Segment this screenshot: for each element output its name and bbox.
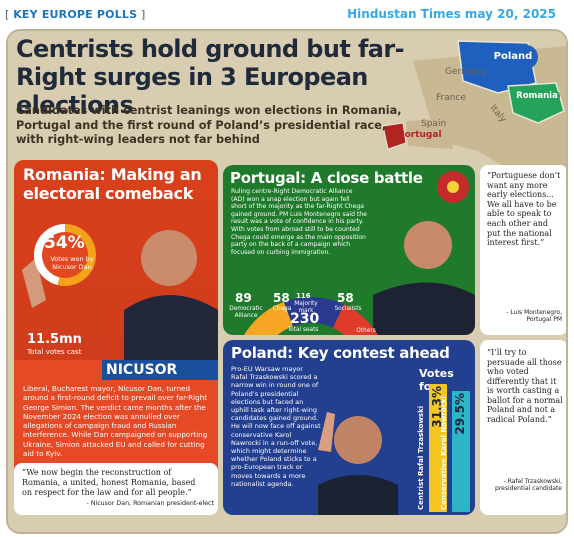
seat-arc-chart <box>244 297 378 335</box>
romania-body: Liberal, Bucharest mayor, Nicusor Dan, t… <box>23 384 208 459</box>
poland-quote: “I’ll try to persuade all those who vote… <box>487 348 563 424</box>
seat-label-socialists: Socialists <box>334 306 362 312</box>
poland-card: Poland: Key contest ahead Pro-EU Warsaw … <box>223 340 475 515</box>
romania-quote-attribution: - Nicusor Dan, Romanian president-elect <box>86 500 214 507</box>
vote-share-value: 54% <box>44 233 85 253</box>
total-seats-label: Total seats <box>287 327 319 333</box>
seat-label-ad: Democratic Alliance <box>229 306 263 319</box>
romania-card: Romania: Making an electoral comeback 54… <box>14 160 218 513</box>
vote-share-donut <box>34 224 96 286</box>
seat-label-others: Others <box>356 328 376 334</box>
seat-arc-socialists <box>333 304 378 335</box>
portugal-card: Portugal: A close battle Ruling centre-R… <box>223 165 475 335</box>
trzaskowski-photo <box>318 412 398 515</box>
portugal-quote: “Portuguese don’t want any more early el… <box>487 171 561 248</box>
vote-label-trzaskowski: Centrist Rafal Trzaskowski <box>417 405 425 510</box>
vote-label-nawrocki: Conservative Karol Nawrocki <box>440 396 448 510</box>
total-seats-value: 230 <box>290 311 320 327</box>
nicusor-dan-photo <box>22 230 218 360</box>
vote-value-nawrocki: 29.5% <box>453 393 467 435</box>
vote-bar-trzaskowski <box>429 384 447 512</box>
seat-label-chega: Chega <box>272 306 292 312</box>
votes-for-label: Votes for <box>419 367 454 393</box>
portugal-map-label: Portugal <box>398 130 442 140</box>
infographic: Centrists hold ground but far-Right surg… <box>6 29 568 534</box>
poland-body: Pro-EU Warsaw mayor Rafal Trzaskowski sc… <box>231 365 321 488</box>
seat-value-chega: 58 <box>273 291 290 305</box>
vote-bar-nawrocki <box>452 391 470 512</box>
portugal-body: Ruling centre-Right Democratic Alliance … <box>231 188 367 256</box>
poland-quote-attribution: - Rafal Trzaskowski, presidential candid… <box>495 478 562 492</box>
montenegro-photo <box>373 171 475 335</box>
romania-title: Romania: Making an electoral comeback <box>23 165 202 203</box>
poland-map-label: Poland <box>488 45 538 69</box>
spain-map-label: Spain <box>421 119 447 129</box>
seat-value-ad: 89 <box>235 291 252 305</box>
romania-quote-card: “We now begin the reconstruction of Roma… <box>14 463 218 515</box>
total-votes-label: Total votes cast <box>27 348 82 356</box>
source-line: Hindustan Times may 20, 2025 <box>347 7 556 21</box>
nicusor-banner: NICUSOR <box>102 360 218 380</box>
france-map-label: France <box>436 93 466 103</box>
seat-label-majority: Majority mark <box>294 301 318 314</box>
vote-share-label: Votes won by Nicusor Dan <box>50 255 94 271</box>
headline: Centrists hold ground but far-Right surg… <box>16 35 405 119</box>
dek: Candidates with centrist leanings won el… <box>16 104 402 147</box>
seat-arc-chega <box>283 297 345 328</box>
seat-arc-ad <box>244 301 293 335</box>
poland-quote-card: “I’ll try to persuade all those who vote… <box>480 340 566 515</box>
romania-quote: “We now begin the reconstruction of Roma… <box>22 468 196 497</box>
seat-value-socialists: 58 <box>337 291 354 305</box>
romania-map-label: Romania <box>514 89 560 104</box>
portugal-quote-attribution: - Luis Montenegro, Portugal PM <box>506 309 562 323</box>
top-bar: [ KEY EUROPE POLLS ] Hindustan Times may… <box>0 0 574 30</box>
poland-title: Poland: Key contest ahead <box>231 344 450 362</box>
germany-map-label: Germany <box>445 67 487 77</box>
portugal-title: Portugal: A close battle <box>230 169 423 187</box>
seat-value-majority: 116 <box>296 292 311 300</box>
portugal-quote-card: “Portuguese don’t want any more early el… <box>480 165 566 335</box>
total-votes-value: 11.5mn <box>27 332 82 347</box>
section-tag: [ KEY EUROPE POLLS ] <box>5 8 146 21</box>
